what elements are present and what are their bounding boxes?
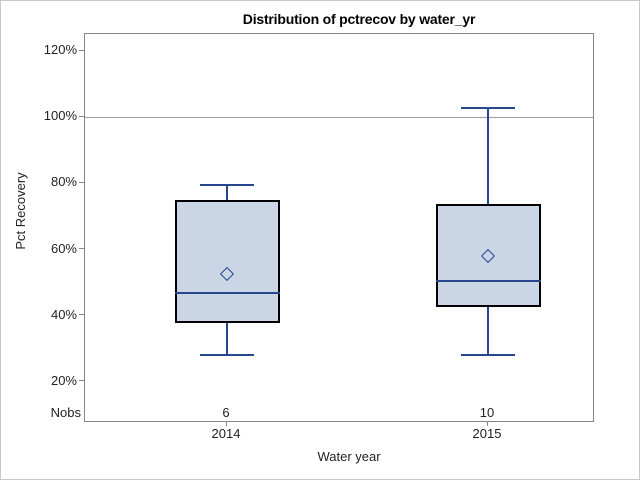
iqr-box [436,204,541,307]
lower-whisker-cap [200,353,254,356]
x-category-label: 2014 [211,426,241,441]
y-tick-label: 40% [50,306,77,322]
x-tick-mark [487,421,488,426]
x-axis-title: Water year [317,449,381,464]
upper-whisker [487,107,489,205]
nobs-value: 6 [222,405,230,420]
lower-whisker [487,306,489,356]
y-tick-mark [79,49,85,51]
chart-title: Distribution of pctrecov by water_yr [242,11,476,27]
y-tick-mark [79,115,85,117]
nobs-row-label: Nobs [50,405,81,420]
x-tick-mark [226,421,227,426]
median-line [175,291,280,294]
nobs-value: 10 [479,405,495,420]
upper-whisker-cap [200,183,254,186]
median-line [436,280,541,283]
upper-whisker [226,183,228,201]
iqr-box [175,200,280,324]
y-tick-label: 60% [50,240,77,256]
y-tick-mark [79,248,85,249]
y-tick-label: 100% [43,108,77,124]
upper-whisker-cap [461,107,515,110]
lower-whisker-cap [461,353,515,356]
plot-area [84,33,594,422]
y-tick-mark [79,181,85,183]
y-tick-mark [79,314,85,316]
y-tick-label: 80% [50,174,77,190]
y-tick-mark [79,380,85,382]
lower-whisker [226,323,228,356]
x-category-label: 2015 [472,426,502,441]
y-axis-title: Pct Recovery [13,172,28,250]
reference-line-100pct [85,116,593,118]
y-tick-label: 20% [50,372,77,388]
y-tick-label: 120% [43,42,77,58]
